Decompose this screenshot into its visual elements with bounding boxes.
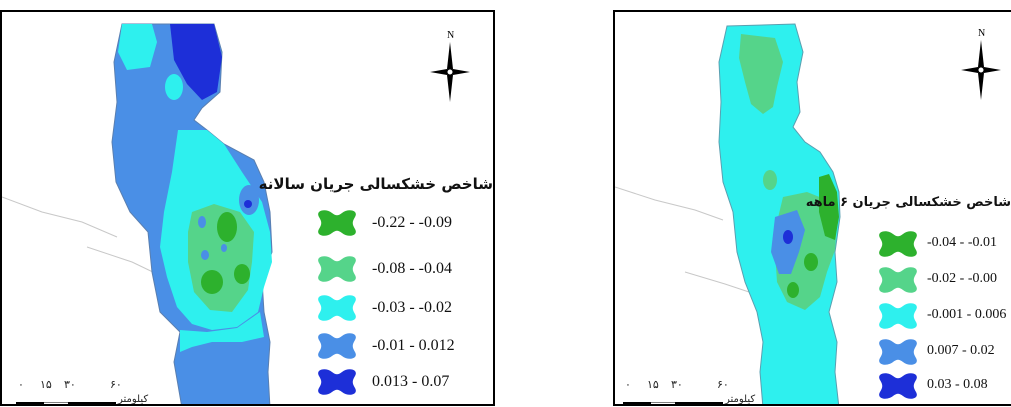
legend-label: -0.04 - -0.01	[927, 235, 997, 250]
drought-map-6month	[615, 23, 841, 404]
legend-swatch-icon	[879, 339, 917, 365]
legend-label: -0.22 - -0.09	[372, 214, 452, 231]
scale-tick: ۶۰	[717, 379, 729, 391]
region-blue-spot	[201, 250, 209, 260]
scale-unit: کیلومتر	[725, 394, 756, 405]
region-blue-spot	[198, 216, 206, 228]
legend-label: -0.02 - -0.00	[927, 271, 997, 286]
legend-label: -0.08 - -0.04	[372, 260, 452, 277]
scale-bar: ۰ ۱۵ ۳۰ ۶۰ کیلومتر	[16, 378, 166, 405]
region-green-north	[739, 34, 783, 114]
region-cyan-spot	[165, 74, 183, 100]
boundary-line	[684, 271, 756, 295]
scale-tick: ۳۰	[64, 379, 76, 391]
boundary-line	[615, 186, 724, 221]
region-darkblue-spot	[244, 200, 252, 208]
legend-swatch-icon	[318, 333, 356, 359]
region-cyan-top	[118, 24, 157, 70]
scale-tick: ۱۵	[647, 379, 659, 391]
scale-bar-graphic	[16, 402, 116, 404]
scale-tick: ۱۵	[40, 379, 52, 391]
legend-title: شاخص خشکسالی جریان ۶ ماهه	[805, 195, 1011, 210]
drought-map-annual	[2, 23, 273, 404]
legend-label: -0.01 - 0.012	[372, 337, 455, 354]
region-cyan-low	[180, 312, 264, 352]
region-green-spot	[201, 270, 223, 294]
legend-swatch-icon	[879, 231, 917, 257]
north-label: N	[978, 28, 986, 39]
legend-swatch-icon	[318, 295, 356, 321]
scale-unit: کیلومتر	[118, 394, 149, 405]
legend-label: 0.013 - 0.07	[372, 373, 450, 390]
region-green-dark	[819, 174, 839, 240]
region-green-spot	[234, 264, 250, 284]
region-blue-spot	[239, 185, 259, 215]
scale-bar-graphic	[623, 402, 723, 404]
legend-label: -0.001 - 0.006	[927, 307, 1007, 322]
scale-tick: ۶۰	[110, 379, 122, 391]
region-darkblue-spot	[783, 230, 793, 244]
region-darkblue-top	[170, 24, 222, 100]
region-green-spot	[787, 282, 799, 298]
legend-swatch-icon	[318, 210, 356, 236]
compass-icon	[430, 42, 470, 102]
legend-swatch-icon	[318, 369, 356, 395]
boundary-line	[86, 246, 158, 275]
region-green-spot	[763, 170, 777, 190]
legend-label: 0.007 - 0.02	[927, 343, 995, 358]
legend-swatch-icon	[318, 256, 356, 282]
legend-swatch-icon	[879, 267, 917, 293]
legend-label: -0.03 - -0.02	[372, 299, 452, 316]
scale-tick: ۳۰	[671, 379, 683, 391]
legend-swatch-icon	[879, 373, 917, 399]
scale-tick: ۰	[18, 379, 24, 391]
scale-tick: ۰	[625, 379, 631, 391]
legend-title: شاخص خشکسالی جریان سالانه	[258, 175, 493, 193]
map-panel-6month: N شاخص خشکسالی جریان ۶ ماهه -0.04 - -0.0…	[613, 10, 1011, 406]
north-label: N	[447, 30, 455, 41]
north-arrow: N	[430, 30, 470, 102]
region-green-spot	[217, 212, 237, 242]
map-panel-annual: N شاخص خشکسالی جریان سالانه -0.22 - -0.0…	[0, 10, 495, 406]
compass-icon	[961, 40, 1001, 100]
legend-label: 0.03 - 0.08	[927, 377, 988, 392]
north-arrow: N	[961, 28, 1001, 100]
region-blue-spot	[221, 244, 227, 252]
region-green-spot	[804, 253, 818, 271]
legend-swatch-icon	[879, 303, 917, 329]
boundary-line	[2, 196, 118, 238]
scale-bar: ۰ ۱۵ ۳۰ ۶۰ کیلومتر	[623, 378, 773, 405]
